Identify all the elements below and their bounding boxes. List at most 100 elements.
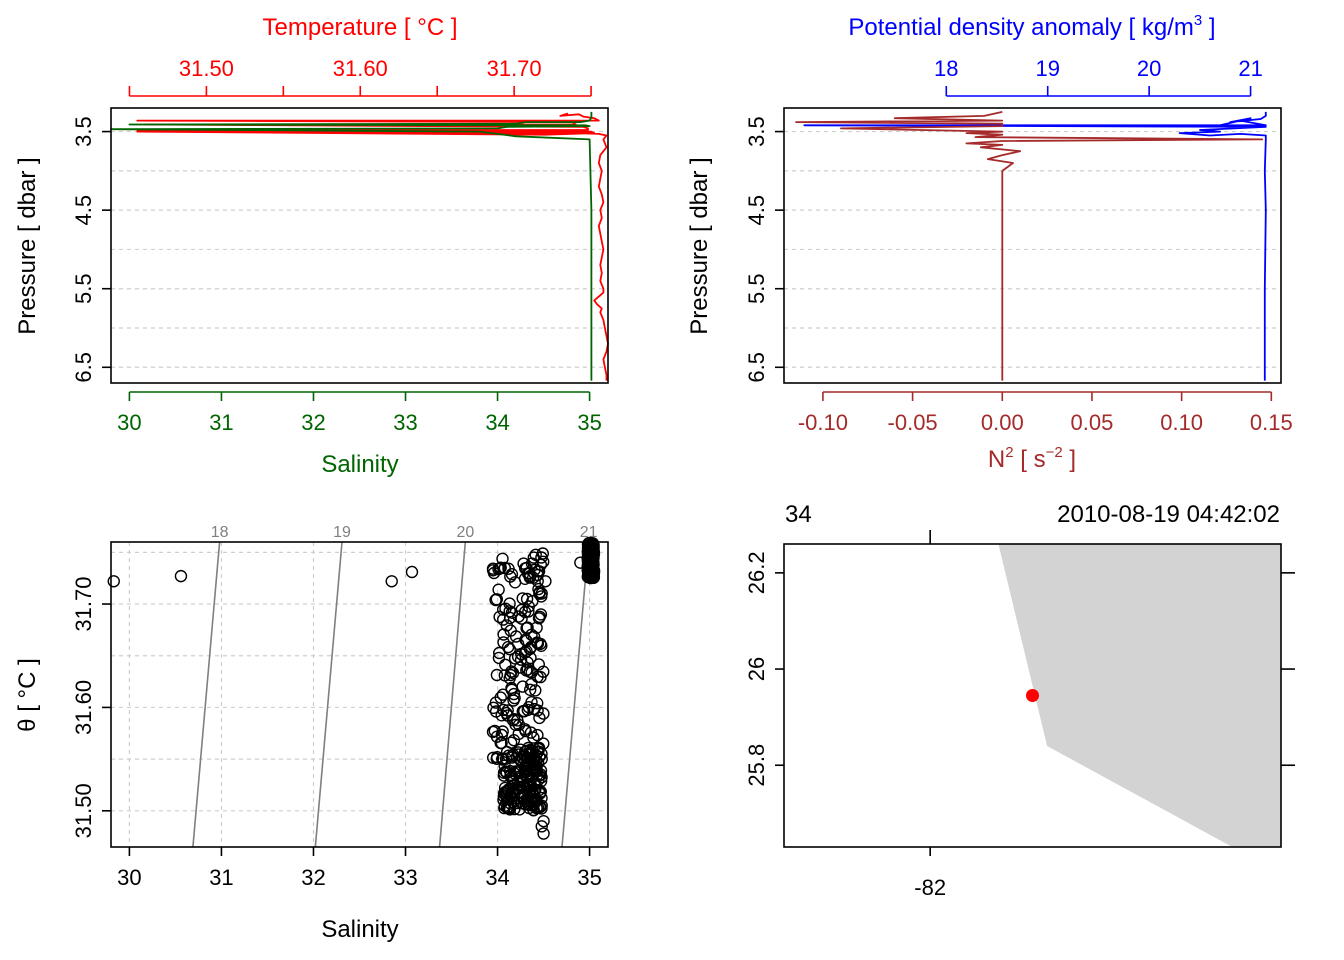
pressure-axis: 3.5 4.5 5.5 6.5 <box>71 116 111 383</box>
station-id: 34 <box>785 501 812 528</box>
ts-cloud-point <box>534 775 548 788</box>
map-plot-frame <box>783 543 1282 848</box>
ts-cloud-point <box>527 630 541 643</box>
ts-cloud-point <box>533 587 546 600</box>
ts-cloud-point <box>523 743 537 757</box>
ts-cloud-point <box>535 551 548 564</box>
ts-cloud-point <box>493 646 506 660</box>
ts-cloud-point <box>515 648 528 661</box>
bottom-tick-label: 34 <box>485 410 509 435</box>
ts-cloud-point <box>496 552 509 565</box>
density-axis-title: Potential density anomaly [ kg/m3 ] <box>848 12 1215 41</box>
top-tick-label: 18 <box>934 56 958 81</box>
salinity-line <box>110 111 593 381</box>
profile-lines <box>795 111 1267 381</box>
top-tick-label: 31.60 <box>333 56 388 81</box>
ts-point <box>174 569 188 583</box>
ts-cloud-point <box>497 636 510 649</box>
temperature-salinity-plot-frame <box>110 107 609 384</box>
ts-cloud-point <box>520 664 533 677</box>
pressure-tick-label: 5.5 <box>744 273 769 304</box>
ts-cloud-point <box>529 548 542 561</box>
ts-cloud-point <box>497 603 510 616</box>
ts-cloud-point <box>514 743 527 756</box>
bottom-tick-label: 31 <box>209 410 233 435</box>
bottom-tick-label: -0.10 <box>798 410 848 435</box>
station-datetime: 2010-08-19 04:42:02 <box>1057 501 1280 528</box>
ts-point <box>537 814 550 828</box>
ts-cloud-point <box>535 590 548 603</box>
ts-point <box>539 575 552 588</box>
ts-cloud-point <box>495 736 508 750</box>
ts-cloud-point <box>521 663 534 676</box>
longitude-tick-label: -82 <box>914 875 946 900</box>
ts-salinity-tick-label: 31 <box>209 865 233 890</box>
ts-cloud-point <box>527 551 540 564</box>
ts-salinity-tick-label: 30 <box>117 865 141 890</box>
n2-label-main: N <box>988 446 1005 473</box>
ts-diagram-panel: 18 19 20 21 30 31 32 33 34 35 31.50 31.60 31.70 Sal… <box>14 524 609 943</box>
ts-cloud-point <box>525 696 538 709</box>
temperature-line <box>136 112 609 381</box>
ts-cloud-point <box>537 707 550 720</box>
ts-point <box>537 827 550 840</box>
ts-cloud-point <box>529 783 542 797</box>
ts-cloud-point <box>492 562 505 576</box>
ts-cloud-point <box>502 749 515 762</box>
ts-salinity-tick-label: 33 <box>393 865 417 890</box>
temperature-axis-title: Temperature [ °C ] <box>263 14 458 41</box>
ts-cloud-point <box>529 684 542 697</box>
ts-cloud-point <box>525 678 538 691</box>
isopleth-label: 19 <box>333 524 351 541</box>
ts-cloud-point <box>502 783 515 796</box>
ts-axes: 30 31 32 33 34 35 31.50 31.60 31.70 <box>71 577 602 890</box>
density-title-end: ] <box>1202 14 1215 41</box>
pressure-axis-label: Pressure [ dbar ] <box>686 157 713 334</box>
ts-cloud-point <box>525 746 538 759</box>
ts-point <box>532 783 546 797</box>
pressure-tick-label: 5.5 <box>71 273 96 304</box>
top-tick-label: 20 <box>1137 56 1161 81</box>
ts-point <box>535 799 548 812</box>
top-tick-label: 31.70 <box>487 56 542 81</box>
ts-points <box>107 536 601 840</box>
density-isopleths: 18 19 20 21 <box>192 524 598 848</box>
isopleth-line <box>314 541 343 848</box>
latitude-tick-label: 26.2 <box>744 551 769 594</box>
ts-cloud-point <box>517 557 530 570</box>
ts-cloud-point <box>581 545 594 558</box>
ts-cloud-point <box>526 762 539 776</box>
n2-units-superscript: −2 <box>1046 444 1063 461</box>
ts-cloud-point <box>531 728 544 742</box>
ts-point <box>405 565 419 579</box>
ts-cloud-point <box>504 570 517 583</box>
ts-cloud-point <box>498 786 511 800</box>
potential-density-anomaly-line <box>803 111 1267 381</box>
salinity-axis-label: Salinity <box>321 451 398 478</box>
isopleth-label: 18 <box>211 524 229 541</box>
top-tick-label: 31.50 <box>179 56 234 81</box>
ts-cloud-point <box>516 680 529 693</box>
isopleth-line <box>438 541 467 848</box>
theta-tick-label: 31.60 <box>71 680 96 735</box>
ts-cloud-point <box>518 605 532 619</box>
ts-cloud-point <box>531 704 544 717</box>
ts-cloud-point <box>535 639 548 652</box>
density-title-superscript: 3 <box>1194 12 1202 29</box>
ts-cloud-point <box>524 726 538 739</box>
latitude-tick-label: 26 <box>744 657 769 681</box>
ts-cloud-point <box>520 759 533 773</box>
ts-cloud-point <box>497 703 510 717</box>
pressure-gridlines <box>111 130 608 368</box>
ts-salinity-tick-label: 34 <box>485 865 509 890</box>
bottom-tick-label: 35 <box>577 410 601 435</box>
theta-axis-label: θ [ °C ] <box>14 658 41 732</box>
isopleth-label: 21 <box>580 524 598 541</box>
ts-cloud-point <box>537 665 550 678</box>
density-axis: 18 19 20 21 <box>934 56 1263 97</box>
bottom-tick-label: 0.05 <box>1071 410 1114 435</box>
ts-cloud-point <box>507 694 520 707</box>
theta-tick-label: 31.50 <box>71 783 96 838</box>
